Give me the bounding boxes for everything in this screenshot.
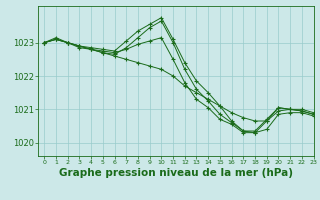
- X-axis label: Graphe pression niveau de la mer (hPa): Graphe pression niveau de la mer (hPa): [59, 168, 293, 178]
